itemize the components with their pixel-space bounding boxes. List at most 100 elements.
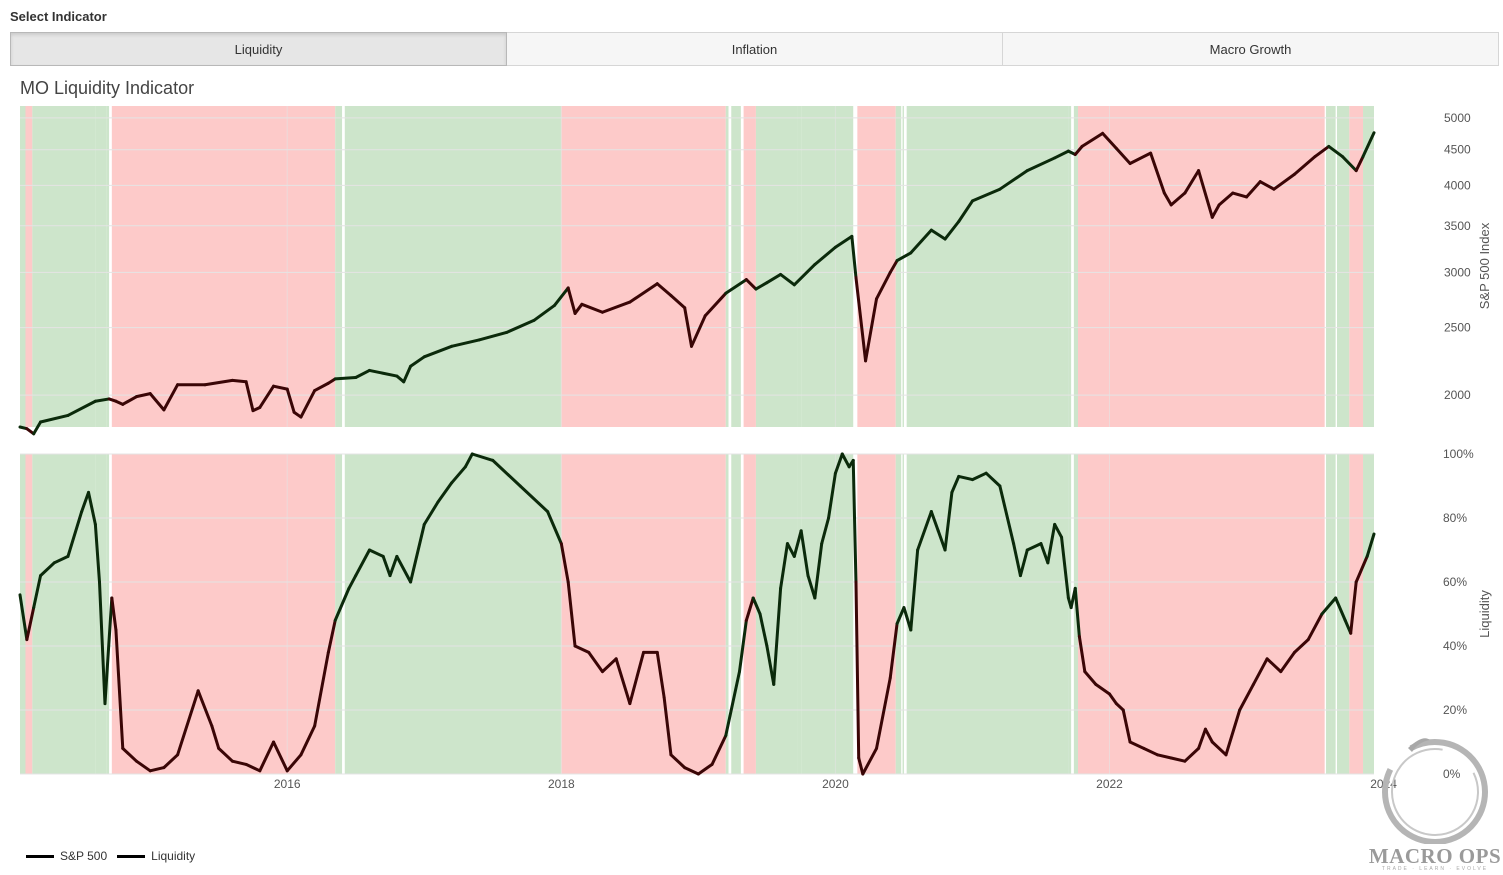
liquidity-segment bbox=[696, 762, 714, 776]
liquidity-segment bbox=[134, 759, 152, 773]
x-axis-ticks: 2016 2018 2020 2022 2024 bbox=[274, 777, 1397, 791]
macro-ops-logo: MACRO OPS TRADE · LEARN · EVOLVE bbox=[1368, 726, 1502, 872]
regime-band bbox=[95, 106, 107, 427]
liquidity-segment bbox=[614, 657, 632, 706]
regime-band bbox=[344, 454, 562, 774]
sp500-segment bbox=[1101, 131, 1118, 150]
sp500-segment bbox=[1361, 131, 1376, 159]
liquidity-segment bbox=[1114, 702, 1125, 712]
sp500-segment bbox=[402, 364, 413, 384]
sp500-segment bbox=[333, 375, 358, 381]
regime-band bbox=[561, 106, 726, 427]
liquidity-segment bbox=[785, 542, 796, 558]
sp500-line bbox=[18, 131, 1376, 436]
liquidity-segment bbox=[857, 756, 865, 776]
liquidity-segment bbox=[1354, 554, 1369, 584]
liquidity-segment bbox=[833, 452, 844, 475]
liquidity-axis-label: Liquidity bbox=[1477, 590, 1492, 638]
liquidity-segment bbox=[450, 465, 467, 485]
sp500-segment bbox=[1272, 172, 1297, 191]
sp500-segment bbox=[203, 378, 234, 387]
sp500-segment bbox=[970, 187, 1002, 203]
legend-item-sp500[interactable]: S&P 500 bbox=[26, 849, 107, 863]
liquidity-segment bbox=[97, 580, 107, 706]
liquidity-segment bbox=[285, 753, 303, 773]
sp500-segment bbox=[258, 384, 276, 409]
sp500-segment bbox=[703, 291, 728, 318]
liquidity-segment bbox=[1053, 522, 1064, 539]
sp500-segment bbox=[683, 306, 694, 348]
liquidity-segment bbox=[936, 529, 947, 552]
regime-band bbox=[106, 106, 110, 427]
sp500-segment bbox=[244, 380, 255, 413]
tab-liquidity[interactable]: Liquidity bbox=[10, 32, 507, 66]
liquidity-segment bbox=[600, 657, 618, 674]
regime-band bbox=[731, 454, 741, 774]
top-y-axis-ticks: 2000 2500 3000 3500 4000 4500 5000 bbox=[1444, 111, 1471, 402]
liquidity-segment bbox=[669, 753, 687, 770]
y-tick-label: 4500 bbox=[1444, 143, 1471, 157]
sp500-segment bbox=[875, 270, 892, 301]
sp500-segment bbox=[1210, 203, 1221, 219]
liquidity-segment bbox=[114, 628, 125, 750]
sp500-segment bbox=[148, 392, 166, 412]
sp500-segment bbox=[1025, 156, 1057, 173]
regime-band bbox=[1068, 454, 1072, 774]
liquidity-segment bbox=[546, 510, 563, 546]
liquidity-segment bbox=[1169, 756, 1187, 763]
sp500-segment bbox=[1245, 180, 1262, 199]
liquidity-segment bbox=[792, 529, 803, 558]
liquidity-segment bbox=[895, 606, 906, 626]
y-tick-label: 40% bbox=[1443, 639, 1467, 653]
y-tick-label: 4000 bbox=[1444, 178, 1471, 192]
regime-band bbox=[1068, 106, 1072, 427]
liquidity-segment bbox=[710, 734, 728, 766]
liquidity-segment bbox=[1224, 708, 1242, 757]
sp500-segment bbox=[1080, 131, 1105, 148]
liquidity-segment bbox=[662, 695, 673, 757]
regime-band bbox=[344, 106, 562, 427]
regime-band bbox=[25, 454, 33, 774]
sp500-segment bbox=[957, 199, 974, 223]
liquidity-segment bbox=[217, 746, 234, 763]
liquidity-segment bbox=[244, 762, 262, 773]
liquidity-segment bbox=[840, 452, 851, 469]
liquidity-segment bbox=[1197, 727, 1207, 750]
logo-text: MACRO OPS bbox=[1368, 844, 1502, 868]
sp500-segment bbox=[162, 383, 180, 412]
regime-band bbox=[1326, 454, 1332, 774]
sp500-segment bbox=[929, 228, 947, 241]
liquidity-segment bbox=[1060, 535, 1070, 600]
sp500-segment bbox=[93, 397, 111, 403]
regime-band bbox=[801, 106, 854, 427]
sp500-segment bbox=[1327, 144, 1344, 159]
regime-band bbox=[725, 454, 729, 774]
regime-band bbox=[755, 454, 798, 774]
legend-label-sp500: S&P 500 bbox=[60, 849, 108, 863]
sp500-segment bbox=[299, 389, 317, 419]
regime-band bbox=[1077, 454, 1325, 774]
regime-band bbox=[1336, 106, 1350, 427]
regime-band bbox=[755, 106, 798, 427]
select-indicator-label: Select Indicator bbox=[10, 9, 107, 24]
sp500-segment bbox=[655, 282, 673, 297]
regime-band bbox=[1326, 106, 1332, 427]
liquidity-segment bbox=[258, 740, 276, 773]
sp500-axis-label: S&P 500 Index bbox=[1477, 222, 1492, 309]
regime-band bbox=[797, 454, 802, 774]
liquidity-segment bbox=[1238, 682, 1255, 712]
top-gridlines bbox=[20, 106, 1374, 427]
sp500-segment bbox=[1149, 151, 1166, 195]
legend-item-liquidity[interactable]: Liquidity bbox=[117, 849, 195, 863]
tab-macro-growth[interactable]: Macro Growth bbox=[1003, 32, 1499, 66]
sp500-segment bbox=[1340, 155, 1358, 173]
tab-inflation[interactable]: Inflation bbox=[507, 32, 1003, 66]
sp500-segment bbox=[669, 293, 687, 310]
liquidity-segment bbox=[861, 746, 879, 776]
liquidity-segment bbox=[1210, 740, 1228, 757]
liquidity-segment bbox=[1039, 542, 1050, 565]
liquidity-segment bbox=[875, 676, 892, 750]
sp500-segment bbox=[1197, 169, 1214, 219]
y-tick-label: 3000 bbox=[1444, 265, 1471, 279]
regime-band bbox=[906, 454, 1069, 774]
